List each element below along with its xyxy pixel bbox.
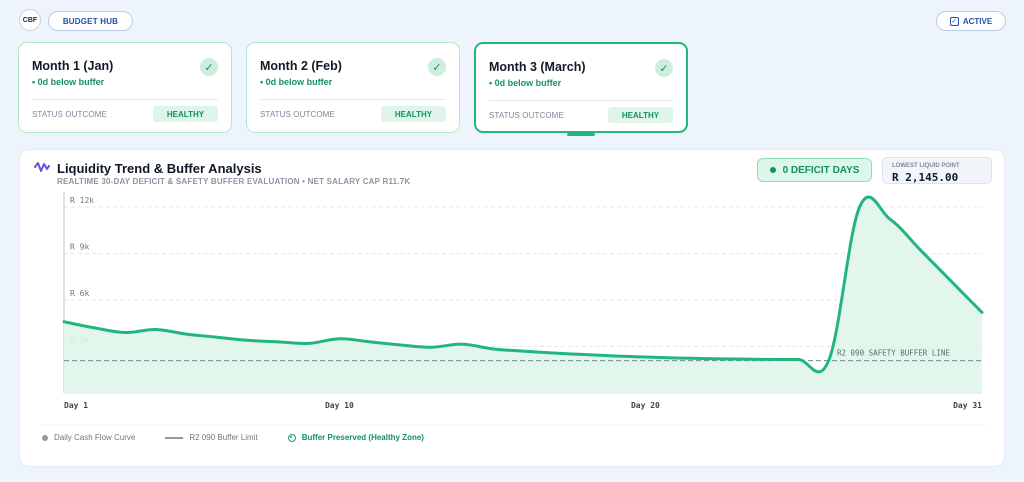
status-badge: HEALTHY [153,106,218,122]
deficit-days-label: 0 DEFICIT DAYS [782,164,860,176]
lowest-point-box: LOWEST LIQUID POINT R 2,145.00 [882,157,992,184]
check-icon: ✓ [655,59,673,77]
divider [260,99,446,100]
month-card-2[interactable]: Month 2 (Feb) • 0d below buffer ✓ STATUS… [246,42,460,133]
divider [489,100,673,101]
month-card-1[interactable]: Month 1 (Jan) • 0d below buffer ✓ STATUS… [18,42,232,133]
month-title: Month 2 (Feb) [260,59,342,73]
check-icon: ✓ [428,58,446,76]
legend-curve: Daily Cash Flow Curve [42,433,135,442]
month-card-3[interactable]: Month 3 (March) • 0d below buffer ✓ STAT… [474,42,688,133]
budget-hub-button[interactable]: BUDGET HUB [48,11,133,31]
checkbox-icon: ✓ [949,16,959,26]
chart-legend: Daily Cash Flow Curve R2 090 Buffer Limi… [42,433,454,442]
app-logo: CBF [19,9,41,31]
y-tick-label: R 6k [70,289,89,298]
selected-month-indicator [567,133,595,136]
legend-ring-icon [287,433,296,442]
status-badge: HEALTHY [608,107,673,123]
legend-preserved: Buffer Preserved (Healthy Zone) [287,433,424,442]
area-fill [64,197,982,393]
status-label: STATUS OUTCOME [260,110,335,119]
month-title: Month 3 (March) [489,60,586,74]
legend-dot-icon [42,434,48,441]
status-badge: HEALTHY [381,106,446,122]
x-tick-label: Day 10 [325,401,354,410]
status-label: STATUS OUTCOME [489,111,564,120]
divider [32,99,218,100]
legend-buffer: R2 090 Buffer Limit [165,433,258,442]
y-tick-label: R 12k [70,196,94,205]
month-subtitle: • 0d below buffer [260,77,333,87]
legend-preserved-label: Buffer Preserved (Healthy Zone) [301,433,424,442]
x-tick-label: Day 31 [953,401,982,410]
active-label: ACTIVE [962,16,993,26]
panel-title: Liquidity Trend & Buffer Analysis [57,161,262,176]
month-subtitle: • 0d below buffer [489,78,562,88]
x-tick-label: Day 1 [64,401,88,410]
month-subtitle: • 0d below buffer [32,77,105,87]
deficit-days-badge: 0 DEFICIT DAYS [757,158,872,182]
check-icon: ✓ [200,58,218,76]
status-dot-icon [769,167,776,173]
wave-icon [34,162,50,172]
liquidity-panel: Liquidity Trend & Buffer Analysis REALTI… [19,149,1005,467]
cash-flow-line [62,195,984,374]
y-tick-label: R 9k [70,243,89,252]
legend-line-icon [165,436,184,439]
active-toggle[interactable]: ✓ ACTIVE [936,11,1006,31]
x-tick-label: Day 20 [631,401,660,410]
buffer-line-label: R2 090 SAFETY BUFFER LINE [837,349,950,358]
month-title: Month 1 (Jan) [32,59,114,73]
legend-curve-label: Daily Cash Flow Curve [54,433,136,442]
lowest-point-label: LOWEST LIQUID POINT [892,163,960,169]
status-label: STATUS OUTCOME [32,110,107,119]
legend-buffer-label: R2 090 Buffer Limit [189,433,258,442]
lowest-point-value: R 2,145.00 [892,171,959,184]
panel-subtitle: REALTIME 30-DAY DEFICIT & SAFETY BUFFER … [57,177,411,186]
